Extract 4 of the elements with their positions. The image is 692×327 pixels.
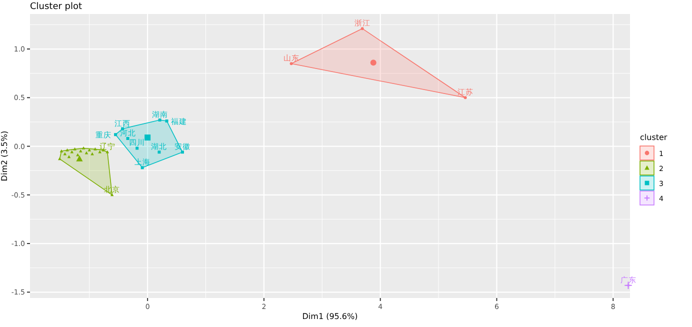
legend-title: cluster bbox=[640, 133, 668, 142]
chart-title: Cluster plot bbox=[30, 2, 83, 12]
y-axis-title: Dim2 (3.5%) bbox=[0, 130, 9, 182]
x-axis-title: Dim1 (95.6%) bbox=[302, 312, 358, 321]
